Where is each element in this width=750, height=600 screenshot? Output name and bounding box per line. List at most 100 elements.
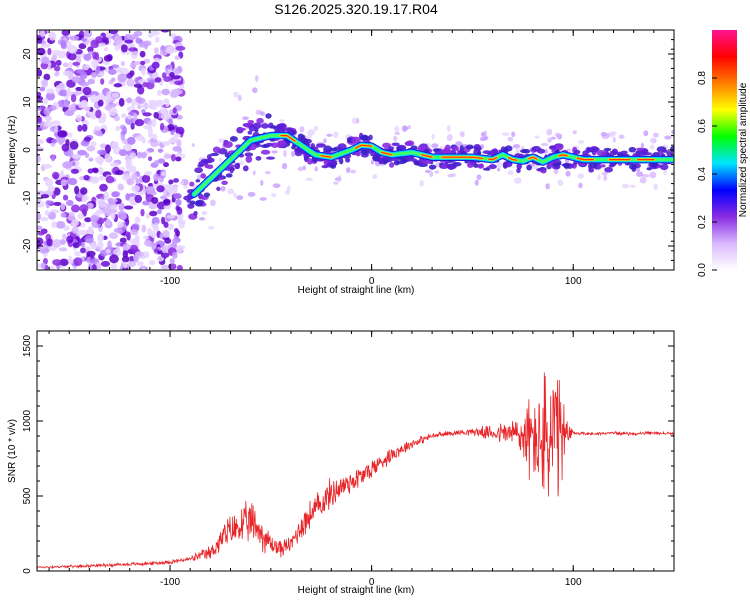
noise-speck <box>143 43 149 50</box>
noise-speck <box>153 160 160 166</box>
noise-speck <box>58 247 68 252</box>
noise-speck <box>130 228 139 236</box>
noise-speck <box>81 124 88 132</box>
noise-speck <box>401 125 408 132</box>
noise-speck <box>156 185 165 193</box>
noise-speck <box>168 118 173 126</box>
noise-speck <box>210 199 216 207</box>
signal-blob <box>360 149 371 155</box>
signal-blob <box>270 125 277 129</box>
noise-speck <box>370 160 375 165</box>
signal-blob <box>590 162 598 169</box>
noise-speck <box>176 139 182 148</box>
noise-speck <box>37 111 41 117</box>
noise-speck <box>134 194 143 204</box>
noise-speck <box>281 162 288 170</box>
noise-speck <box>120 44 128 53</box>
signal-blob <box>194 167 204 174</box>
noise-speck <box>97 149 107 156</box>
noise-speck <box>67 212 75 221</box>
noise-speck <box>254 75 259 82</box>
colorbar-ticks: 0.0 0.2 0.4 0.6 0.8 <box>697 71 717 277</box>
noise-speck <box>127 136 136 145</box>
noise-speck <box>153 222 159 231</box>
noise-speck <box>136 261 144 267</box>
signal-blob <box>388 162 395 168</box>
noise-speck <box>59 258 69 267</box>
noise-speck <box>306 134 313 139</box>
spectrogram-y-tick-label-4: 20 <box>22 48 33 60</box>
signal-blob <box>483 167 490 171</box>
noise-speck <box>133 83 143 88</box>
noise-speck <box>37 225 43 231</box>
noise-speck <box>105 218 111 226</box>
noise-speck <box>323 138 327 144</box>
noise-speck <box>108 30 119 35</box>
noise-speck <box>161 171 167 177</box>
noise-speck <box>83 136 92 142</box>
signal-blob <box>294 148 302 153</box>
noise-speck <box>60 212 67 218</box>
noise-speck <box>53 201 62 207</box>
signal-blob <box>355 151 361 157</box>
noise-speck <box>551 136 556 140</box>
noise-speck <box>618 134 625 140</box>
noise-speck <box>62 194 69 201</box>
noise-speck <box>129 244 139 252</box>
noise-speck <box>131 223 140 230</box>
noise-speck <box>134 216 141 224</box>
noise-speck <box>515 148 520 154</box>
noise-speck <box>41 43 51 48</box>
noise-speck <box>170 153 176 162</box>
noise-speck <box>163 198 171 206</box>
signal-blob <box>596 149 607 157</box>
noise-speck <box>90 215 100 223</box>
signal-blob <box>280 125 285 132</box>
noise-speck <box>145 185 156 194</box>
noise-speck <box>147 132 154 139</box>
noise-speck <box>101 36 109 43</box>
noise-speck <box>151 216 160 226</box>
signal-blob <box>360 135 370 142</box>
noise-speck <box>290 151 295 157</box>
signal-blob <box>347 137 353 143</box>
noise-speck <box>175 45 186 51</box>
snr-y-tick-label-0: 0 <box>22 568 33 574</box>
noise-speck <box>121 113 127 119</box>
noise-speck <box>95 198 105 204</box>
signal-blob <box>323 145 333 153</box>
noise-speck <box>134 251 145 258</box>
noise-speck <box>98 42 106 47</box>
noise-speck <box>455 141 463 147</box>
noise-speck <box>76 114 83 122</box>
signal-blob <box>444 144 451 152</box>
noise-speck <box>95 156 105 164</box>
noise-speck <box>161 88 171 96</box>
noise-speck <box>663 169 667 176</box>
noise-speck <box>62 233 67 240</box>
signal-blob <box>238 127 246 131</box>
signal-blob <box>428 164 437 170</box>
noise-speck <box>104 153 111 162</box>
noise-speck <box>81 241 86 248</box>
signal-blob <box>276 123 283 130</box>
noise-speck <box>545 128 552 136</box>
signal-blob <box>629 163 637 170</box>
noise-speck <box>161 72 167 79</box>
noise-speck <box>117 73 128 83</box>
noise-speck <box>171 240 178 249</box>
noise-speck <box>78 43 87 50</box>
noise-speck <box>160 195 168 200</box>
spectrogram-y-axis-label: Frequency (Hz) <box>7 116 18 185</box>
signal-blob <box>351 136 361 144</box>
noise-speck <box>140 151 147 159</box>
noise-speck <box>603 174 608 181</box>
noise-speck <box>156 209 162 215</box>
noise-speck <box>394 131 401 136</box>
signal-blob <box>378 159 384 165</box>
noise-speck <box>173 178 180 183</box>
noise-speck <box>159 107 167 115</box>
colorbar-tick-label-0: 0.0 <box>697 263 708 277</box>
noise-speck <box>53 71 60 77</box>
noise-speck <box>191 143 195 147</box>
